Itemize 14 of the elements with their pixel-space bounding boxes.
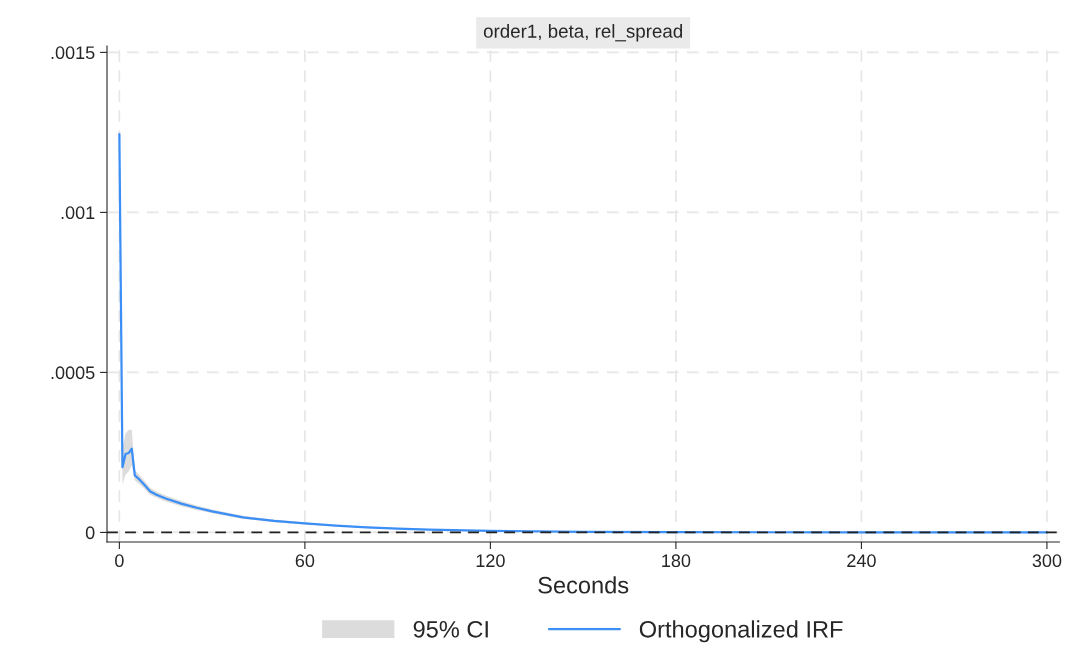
text: 95% CI	[413, 620, 488, 638]
x-tick-label: 180	[662, 554, 691, 568]
y-tick-label: .0005	[51, 366, 95, 380]
x-axis-title: Seconds	[538, 576, 629, 594]
x-tick-label: 60	[295, 554, 315, 568]
y-tick-label: .0015	[51, 46, 95, 60]
y-tick-label: 0	[85, 526, 95, 540]
x-tick-label: 120	[476, 554, 505, 568]
legend-label: Orthogonalized IRF	[639, 620, 843, 643]
x-tick-label: 240	[847, 554, 876, 568]
x-tick-label: 300	[1032, 554, 1062, 568]
x-tick-label: 0	[115, 554, 124, 568]
y-tick-label: .001	[61, 206, 95, 220]
chart-title: order1, beta, rel_spread	[483, 24, 683, 42]
